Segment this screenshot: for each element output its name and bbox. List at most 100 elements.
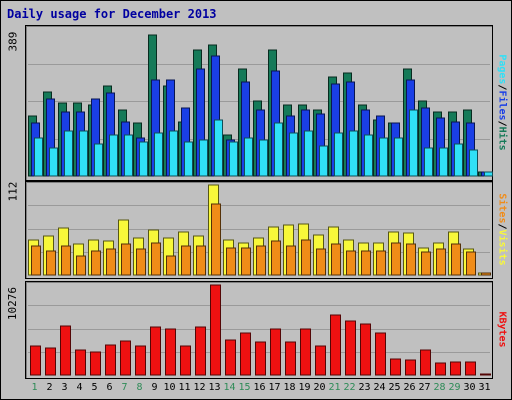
kbytes-bar-day-17 xyxy=(270,328,281,376)
kbytes-bar-day-14 xyxy=(225,339,236,376)
pages-bar-day-20 xyxy=(319,145,328,177)
day-label-21: 21 xyxy=(328,382,341,393)
pages-bar-day-9 xyxy=(154,132,163,177)
pages-bar-day-5 xyxy=(94,143,103,177)
sites-bar-day-28 xyxy=(436,248,446,276)
kbytes-bar-day-24 xyxy=(375,332,386,376)
day-label-27: 27 xyxy=(418,382,431,393)
pages-bar-day-1 xyxy=(34,137,43,177)
pages-bar-day-21 xyxy=(334,132,343,177)
kbytes-axis-max-label: 10276 xyxy=(6,286,20,320)
kbytes-bar-day-13 xyxy=(210,284,221,376)
pages-bar-day-26 xyxy=(409,109,418,177)
day-label-5: 5 xyxy=(91,382,98,393)
sites-bar-day-2 xyxy=(46,250,56,276)
pages-bar-day-22 xyxy=(349,130,358,177)
legend-visits: Visits xyxy=(496,229,508,266)
kbytes-bar-day-23 xyxy=(360,323,371,376)
day-label-26: 26 xyxy=(403,382,416,393)
sites-bar-day-21 xyxy=(331,243,341,276)
kbytes-legend: KBytes xyxy=(493,281,511,377)
sites-bar-day-25 xyxy=(391,242,401,276)
kbytes-bar-day-16 xyxy=(255,341,266,376)
kbytes-bar-day-20 xyxy=(315,345,326,376)
sites-bar-day-5 xyxy=(91,250,101,276)
visits-sites-legend: Sites/Visits xyxy=(493,181,511,277)
sites-bar-day-9 xyxy=(151,242,161,276)
hits-files-pages-legend: Pages/Files/Hits xyxy=(493,25,511,179)
pages-bar-day-12 xyxy=(199,139,208,177)
kbytes-plot xyxy=(28,284,491,376)
sites-bar-day-11 xyxy=(181,245,191,276)
day-axis: 1 2 3 4 5 6 7 8 9 10 11 12 13 14 15 16 17 18 19 20 21 22 23 24 2… xyxy=(25,382,491,396)
pages-bar-day-3 xyxy=(64,130,73,177)
kbytes-bar-day-4 xyxy=(75,349,86,376)
kbytes-bar-day-29 xyxy=(450,361,461,376)
sites-bar-day-30 xyxy=(466,251,476,276)
day-label-19: 19 xyxy=(298,382,311,393)
day-label-4: 4 xyxy=(76,382,83,393)
kbytes-bar-day-21 xyxy=(330,314,341,376)
kbytes-bar-day-1 xyxy=(30,345,41,376)
sites-bar-day-26 xyxy=(406,243,416,276)
pages-bar-day-23 xyxy=(364,134,373,177)
pages-bar-day-14 xyxy=(229,141,238,177)
sites-bar-day-1 xyxy=(31,245,41,276)
day-label-16: 16 xyxy=(253,382,266,393)
kbytes-bar-day-9 xyxy=(150,326,161,376)
pages-bar-day-16 xyxy=(259,139,268,177)
sites-bar-day-13 xyxy=(211,203,221,276)
day-label-7: 7 xyxy=(121,382,128,393)
hits-axis-max-label: 389 xyxy=(6,31,20,51)
kbytes-bar-day-12 xyxy=(195,326,206,376)
sites-bar-day-27 xyxy=(421,251,431,276)
day-label-30: 30 xyxy=(463,382,476,393)
kbytes-bar-day-2 xyxy=(45,347,56,376)
day-label-3: 3 xyxy=(61,382,68,393)
sites-bar-day-17 xyxy=(271,240,281,276)
pages-bar-day-7 xyxy=(124,134,133,177)
day-label-15: 15 xyxy=(238,382,251,393)
kbytes-bar-day-27 xyxy=(420,349,431,376)
kbytes-bar-day-18 xyxy=(285,341,296,376)
day-label-2: 2 xyxy=(46,382,53,393)
pages-bar-day-10 xyxy=(169,130,178,177)
legend-sites: Sites xyxy=(496,192,508,223)
legend-kbytes: KBytes xyxy=(496,310,508,348)
sites-bar-day-23 xyxy=(361,250,371,276)
kbytes-bar-day-30 xyxy=(465,361,476,376)
kbytes-bar-day-7 xyxy=(120,340,131,376)
day-label-29: 29 xyxy=(448,382,461,393)
day-label-31: 31 xyxy=(478,382,491,393)
kbytes-bar-day-8 xyxy=(135,345,146,376)
sites-bar-day-24 xyxy=(376,250,386,276)
kbytes-bar-day-26 xyxy=(405,359,416,376)
day-label-11: 11 xyxy=(178,382,191,393)
pages-bar-day-17 xyxy=(274,122,283,177)
kbytes-bar-day-15 xyxy=(240,332,251,376)
day-label-20: 20 xyxy=(313,382,326,393)
legend-separator: / xyxy=(496,83,508,90)
sites-bar-day-3 xyxy=(61,245,71,276)
sites-bar-day-29 xyxy=(451,243,461,276)
kbytes-panel xyxy=(25,281,493,379)
day-label-12: 12 xyxy=(193,382,206,393)
sites-bar-day-14 xyxy=(226,247,236,276)
pages-bar-day-24 xyxy=(379,137,388,177)
day-label-23: 23 xyxy=(358,382,371,393)
day-label-17: 17 xyxy=(268,382,281,393)
pages-bar-day-2 xyxy=(49,147,58,177)
day-label-8: 8 xyxy=(136,382,143,393)
kbytes-bar-day-19 xyxy=(300,328,311,376)
legend-separator: / xyxy=(496,222,508,230)
day-label-9: 9 xyxy=(151,382,158,393)
kbytes-axis-max: 10276 xyxy=(3,283,23,323)
kbytes-bar-day-22 xyxy=(345,320,356,376)
sites-bar-day-6 xyxy=(106,248,116,276)
visits-axis-max-label: 112 xyxy=(6,181,20,201)
kbytes-bar-day-10 xyxy=(165,328,176,376)
kbytes-bar-day-28 xyxy=(435,362,446,376)
hits-files-pages-plot xyxy=(28,34,493,177)
pages-bar-day-31 xyxy=(484,171,493,177)
